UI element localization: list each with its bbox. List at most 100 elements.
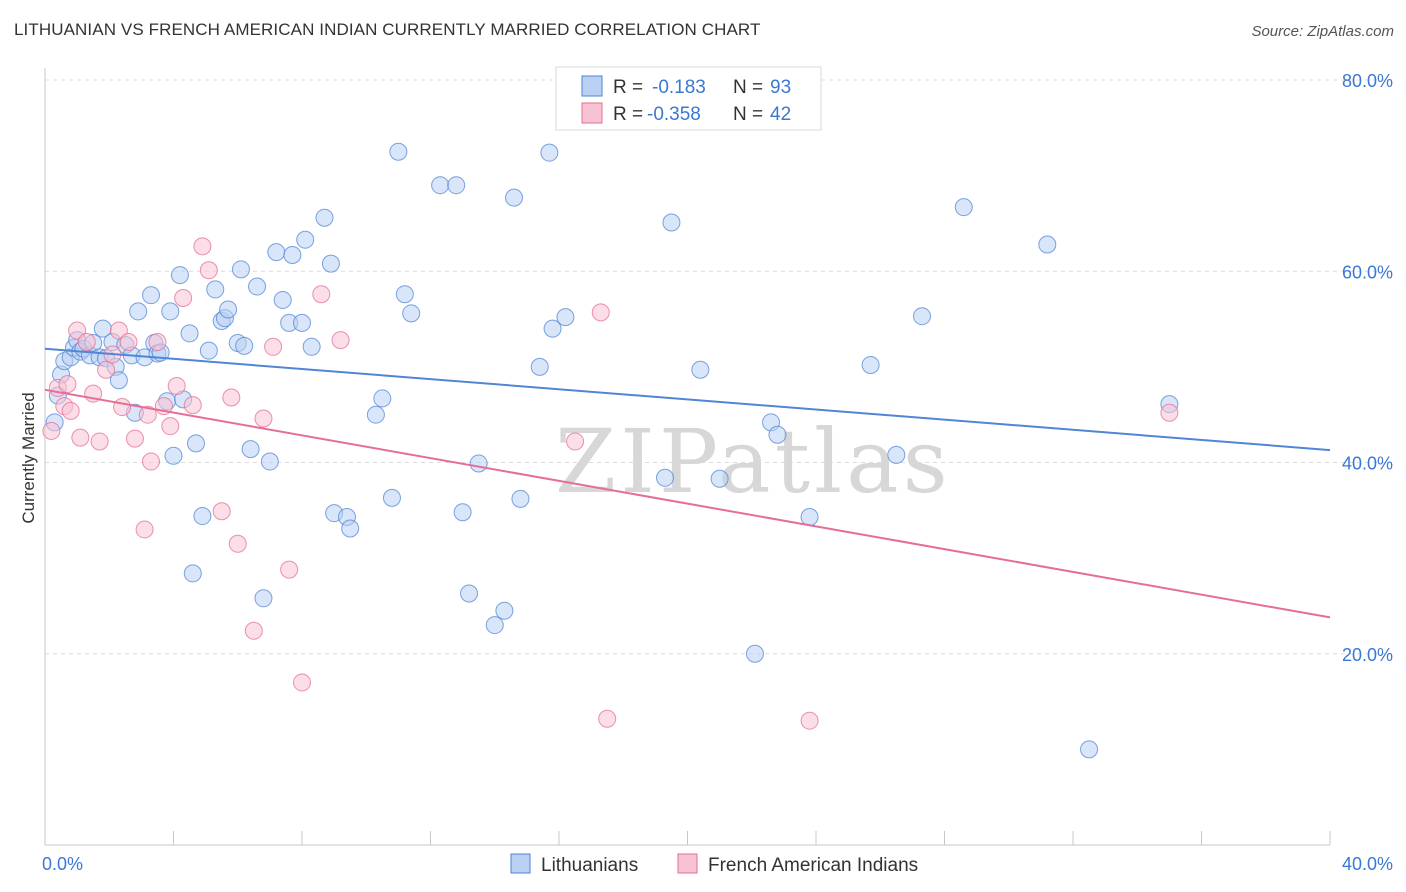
- y-tick-label: 80.0%: [1342, 71, 1393, 91]
- data-point: [186, 434, 205, 453]
- y-tick-label: 40.0%: [1342, 454, 1393, 474]
- data-point: [161, 302, 180, 321]
- data-point: [540, 143, 559, 162]
- data-point: [164, 446, 183, 465]
- data-point: [174, 289, 193, 308]
- data-point: [485, 616, 504, 635]
- data-point: [511, 489, 530, 508]
- data-point: [193, 507, 212, 526]
- data-point: [505, 188, 524, 207]
- legend-swatch-lithuanians: [581, 75, 603, 97]
- data-point: [254, 409, 273, 428]
- data-point: [235, 336, 254, 355]
- watermark-text: ZIPatlas: [555, 410, 952, 513]
- data-point: [254, 589, 273, 608]
- x-tick-label: 40.0%: [1342, 854, 1393, 874]
- data-point: [212, 502, 231, 521]
- trendline-series-0: [44, 347, 1331, 452]
- bottom-legend-label-lithuanians: Lithuanians: [541, 855, 638, 876]
- data-point: [183, 396, 202, 415]
- data-point: [800, 711, 819, 730]
- data-point: [373, 389, 392, 408]
- data-point: [382, 488, 401, 507]
- data-point: [97, 360, 116, 379]
- data-point: [68, 321, 87, 340]
- data-point: [90, 432, 109, 451]
- data-point: [293, 313, 311, 332]
- x-tick-labels: 0.0% 40.0%: [42, 854, 1393, 874]
- data-point: [77, 333, 96, 352]
- gridlines: [45, 79, 1392, 655]
- legend-n-label-1: N =: [733, 104, 763, 125]
- data-point: [656, 468, 675, 487]
- data-point: [142, 452, 161, 471]
- data-point: [745, 644, 764, 663]
- data-point: [1080, 740, 1099, 759]
- data-point: [366, 405, 385, 424]
- data-point: [260, 452, 279, 471]
- data-point: [161, 417, 180, 436]
- data-point: [341, 519, 360, 538]
- data-point: [312, 285, 331, 304]
- legend-r-value-0: -0.183: [652, 77, 706, 98]
- data-point: [293, 673, 311, 692]
- x-tick-label: 0.0%: [42, 854, 83, 874]
- legend-swatch-french-american-indians: [581, 102, 603, 124]
- data-point: [248, 277, 267, 296]
- data-point: [142, 286, 161, 305]
- data-point: [861, 355, 880, 374]
- data-point: [887, 445, 906, 464]
- data-point: [530, 357, 549, 376]
- data-point: [193, 237, 212, 256]
- data-point: [109, 321, 128, 340]
- data-point: [264, 337, 283, 356]
- data-point: [244, 621, 263, 640]
- data-point: [119, 333, 138, 352]
- data-point: [447, 176, 466, 195]
- data-point: [331, 331, 350, 350]
- legend-n-label-0: N =: [733, 77, 763, 98]
- data-point: [1038, 235, 1057, 254]
- watermark-zip: ZIPatlas: [555, 410, 952, 513]
- data-point: [42, 421, 61, 440]
- data-point: [129, 302, 148, 321]
- data-point: [1160, 403, 1179, 422]
- data-point: [148, 333, 167, 352]
- data-point: [206, 280, 225, 299]
- data-point: [598, 709, 617, 728]
- data-point: [280, 560, 299, 579]
- legend-r-label-1: R =: [613, 104, 643, 125]
- data-point: [389, 142, 408, 161]
- data-point: [170, 266, 189, 285]
- source-label: Source: ZipAtlas.com: [1251, 23, 1394, 40]
- data-point: [954, 198, 973, 217]
- data-point: [768, 425, 787, 444]
- data-point: [800, 508, 819, 527]
- data-point: [495, 601, 514, 620]
- data-point: [453, 503, 472, 522]
- y-tick-label: 20.0%: [1342, 645, 1393, 665]
- data-point: [135, 520, 154, 539]
- data-point: [125, 429, 144, 448]
- axes: [44, 68, 1331, 846]
- watermark: ZIPatlas: [555, 410, 952, 513]
- data-point: [199, 261, 218, 280]
- data-point: [566, 432, 585, 451]
- data-point: [167, 377, 186, 395]
- data-point: [267, 243, 286, 262]
- data-point: [315, 208, 334, 227]
- data-point: [222, 388, 241, 407]
- chart-title: LITHUANIAN VS FRENCH AMERICAN INDIAN CUR…: [14, 20, 761, 39]
- data-point: [395, 285, 414, 304]
- data-point: [710, 469, 729, 488]
- data-point: [460, 584, 479, 603]
- legend-n-value-0: 93: [770, 77, 791, 98]
- data-point: [199, 341, 218, 360]
- data-point: [180, 324, 199, 343]
- data-point: [691, 360, 710, 379]
- data-point: [431, 176, 450, 195]
- data-point: [302, 337, 321, 356]
- data-point: [138, 405, 157, 424]
- data-point: [71, 428, 90, 447]
- data-point: [469, 454, 488, 473]
